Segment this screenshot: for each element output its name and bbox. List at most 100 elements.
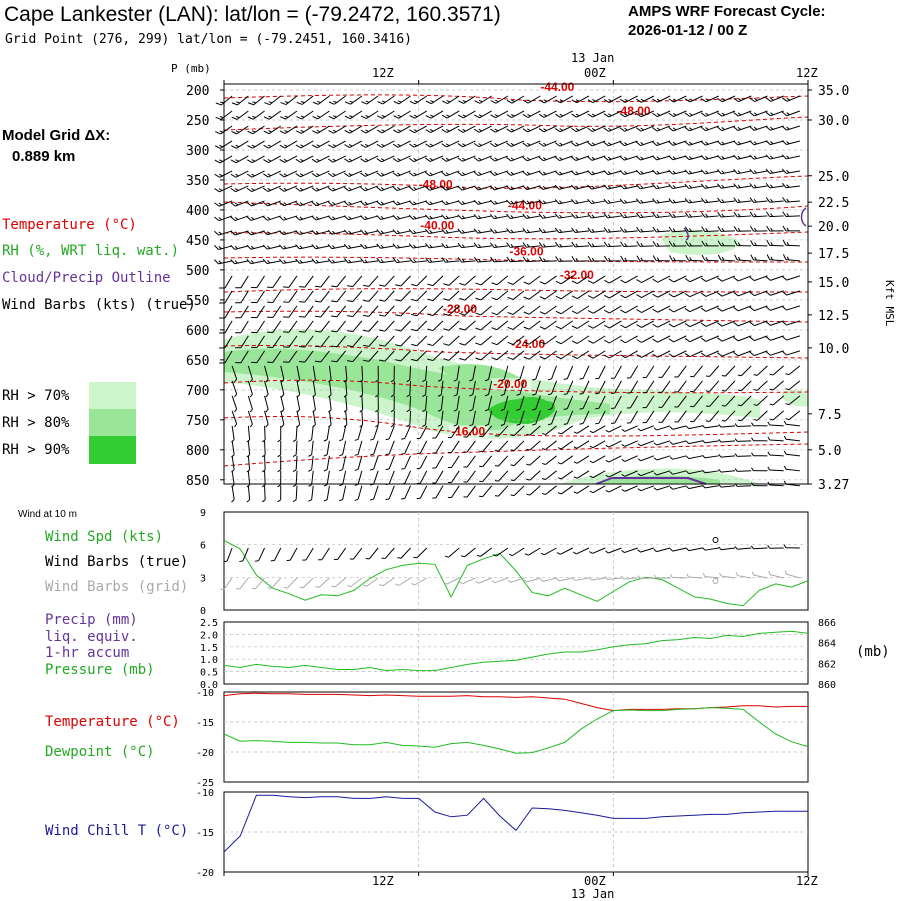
wind-barb-staff bbox=[265, 486, 266, 500]
wind-barb-flag bbox=[458, 243, 462, 248]
wind10m-barb-grid bbox=[557, 575, 573, 581]
wind-barb-staff bbox=[512, 111, 524, 118]
wind-barb-flag bbox=[377, 172, 382, 178]
wind-barb-flag bbox=[409, 143, 414, 149]
wind-barb bbox=[299, 288, 313, 305]
wind-barb bbox=[588, 136, 606, 147]
wind-barb-staff bbox=[737, 441, 751, 442]
wind-barb-staff bbox=[369, 306, 378, 317]
wind-barb-staff bbox=[529, 291, 540, 299]
wind-barb bbox=[782, 331, 800, 341]
wind-barb bbox=[622, 438, 638, 447]
wind-barb bbox=[637, 286, 654, 298]
wind-barb bbox=[701, 151, 719, 160]
wind-barb-flag bbox=[590, 430, 593, 434]
wind-barb-flag bbox=[264, 144, 269, 150]
wind-barb bbox=[523, 166, 541, 176]
wind-barb-flag bbox=[571, 141, 576, 147]
wind-barb-flag bbox=[572, 113, 577, 119]
wind-barb bbox=[479, 469, 491, 483]
wind-barb-staff bbox=[591, 578, 605, 580]
wind-barb-staff bbox=[446, 171, 459, 176]
wind-barb bbox=[263, 256, 281, 264]
wind-barb bbox=[556, 347, 573, 361]
wind-barb bbox=[370, 455, 378, 471]
wind-barb-staff bbox=[467, 441, 475, 452]
wind10m-barb-true bbox=[686, 545, 702, 551]
wind-barb-staff bbox=[353, 548, 361, 559]
wind-barb-flag bbox=[328, 186, 333, 192]
wind-barb-flag bbox=[717, 97, 722, 103]
wind-barb bbox=[588, 347, 605, 360]
wind-barb-flag bbox=[685, 155, 689, 161]
isotherm-label: -40.00 bbox=[420, 219, 454, 233]
wind-barb bbox=[312, 196, 330, 206]
wind-barb-staff bbox=[350, 111, 362, 119]
wind-barb-staff bbox=[366, 126, 378, 133]
wind-barb-flag bbox=[409, 171, 414, 177]
wind-barb-staff bbox=[593, 291, 605, 298]
wind-barb-staff bbox=[561, 471, 572, 479]
wind-barb bbox=[232, 107, 249, 121]
wind-barb-flag bbox=[669, 212, 672, 217]
wind-barb-staff bbox=[259, 548, 265, 561]
wind-barb bbox=[229, 471, 234, 487]
wind-barb-flag bbox=[432, 436, 436, 439]
wind-barb-flag bbox=[595, 377, 599, 380]
wind-barb-staff bbox=[479, 156, 492, 161]
wind-barb bbox=[377, 256, 394, 263]
wind-barb bbox=[588, 226, 605, 233]
wind-barb-flag bbox=[735, 572, 737, 575]
wind-barb-flag bbox=[377, 143, 382, 149]
wind-barb bbox=[653, 346, 670, 358]
wind-barb bbox=[766, 286, 784, 296]
wind-barb-flag bbox=[620, 338, 625, 344]
wind-barb-flag bbox=[278, 440, 281, 442]
wind-barb-flag bbox=[573, 551, 576, 555]
wind-barb bbox=[315, 273, 329, 289]
wind-barb-staff bbox=[721, 548, 735, 550]
wind-barb-flag bbox=[555, 228, 559, 233]
wind-barb-staff bbox=[609, 336, 621, 343]
wind-barb-flag bbox=[653, 293, 658, 299]
wind-barb-flag bbox=[557, 578, 560, 581]
wind-barb-flag bbox=[329, 129, 334, 135]
wind-barb bbox=[458, 241, 475, 248]
windchill-tick-label: -15 bbox=[196, 828, 214, 839]
wind-barb-flag bbox=[324, 469, 327, 471]
wind-barb-staff bbox=[225, 291, 232, 303]
wind-barb-flag bbox=[572, 309, 577, 315]
wind-barb-flag bbox=[574, 431, 577, 435]
wind-barb-flag bbox=[379, 298, 385, 304]
wind-barb-staff bbox=[431, 111, 443, 118]
wind-barb-flag bbox=[734, 351, 739, 357]
wind-barb-staff bbox=[367, 96, 378, 104]
wind-barb-staff bbox=[316, 186, 329, 191]
wind-barb-staff bbox=[337, 276, 346, 287]
isotherm-line bbox=[224, 289, 808, 292]
wind-barb bbox=[782, 316, 800, 326]
wind-barb-flag bbox=[347, 313, 353, 319]
wind-barb-staff bbox=[496, 111, 508, 118]
wind-barb bbox=[686, 255, 703, 261]
wind-barb-flag bbox=[263, 244, 267, 250]
wind-barb-flag bbox=[293, 470, 296, 472]
wind-barb bbox=[231, 211, 249, 221]
wind-barb bbox=[267, 273, 281, 290]
wind-barb-flag bbox=[231, 259, 235, 265]
pressure-tick-label: 200 bbox=[186, 84, 209, 99]
wind-barb-flag bbox=[782, 154, 786, 160]
wind-barb-staff bbox=[319, 578, 329, 587]
wind-barb bbox=[526, 484, 540, 497]
wind-barb-staff bbox=[385, 306, 394, 316]
wind-barb bbox=[770, 379, 784, 392]
wind-barb-staff bbox=[657, 426, 670, 430]
wind-barb bbox=[750, 331, 768, 341]
wind-barb bbox=[263, 226, 281, 235]
wind-barb-staff bbox=[398, 126, 410, 133]
wind-barb-flag bbox=[751, 453, 753, 456]
wind-barb bbox=[611, 364, 621, 379]
wind-barb-staff bbox=[383, 578, 395, 586]
wind-barb bbox=[312, 137, 329, 150]
wind-barb-flag bbox=[782, 275, 786, 281]
